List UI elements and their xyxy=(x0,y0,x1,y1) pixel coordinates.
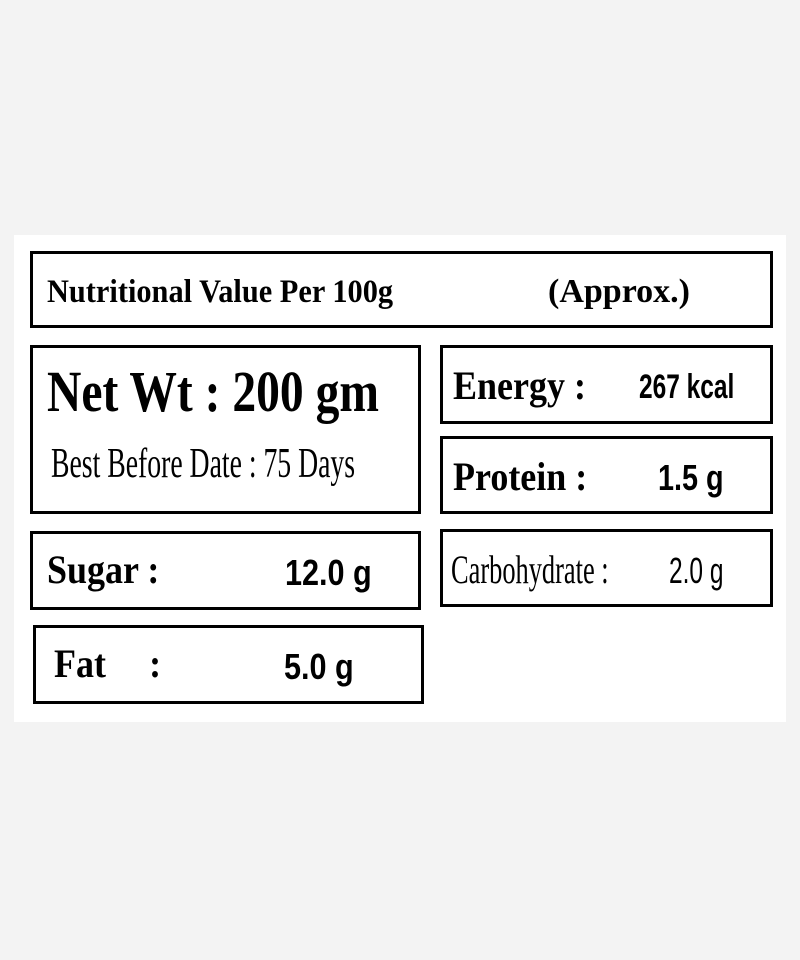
title: Nutritional Value Per 100g xyxy=(47,274,394,310)
item-name: Fat : xyxy=(54,641,162,686)
net-weight: Net Wt : 200 gm xyxy=(47,359,379,424)
item-value: 12.0 g xyxy=(285,552,372,593)
protein-box: Protein : 1.5 g xyxy=(440,436,773,514)
sugar-box: Sugar : 12.0 g xyxy=(30,531,421,610)
item-name: Carbohydrate : xyxy=(451,547,609,592)
fat-box: Fat : 5.0 g xyxy=(33,625,424,704)
carbohydrate-box: Carbohydrate : 2.0 g xyxy=(440,529,773,607)
best-before: Best Before Date : 75 Days xyxy=(51,441,356,487)
item-value: 5.0 g xyxy=(284,646,354,687)
net-weight-box: Net Wt : 200 gm Best Before Date : 75 Da… xyxy=(30,345,421,514)
item-name: Protein : xyxy=(453,454,588,499)
item-value: 2.0 g xyxy=(669,550,724,591)
item-name: Sugar : xyxy=(47,547,160,592)
title-note: (Approx.) xyxy=(548,273,690,310)
item-name: Energy : xyxy=(453,363,586,408)
item-value: 267 kcal xyxy=(639,368,735,406)
item-value: 1.5 g xyxy=(658,457,724,498)
title-box: Nutritional Value Per 100g (Approx.) xyxy=(30,251,773,328)
energy-box: Energy : 267 kcal xyxy=(440,345,773,424)
